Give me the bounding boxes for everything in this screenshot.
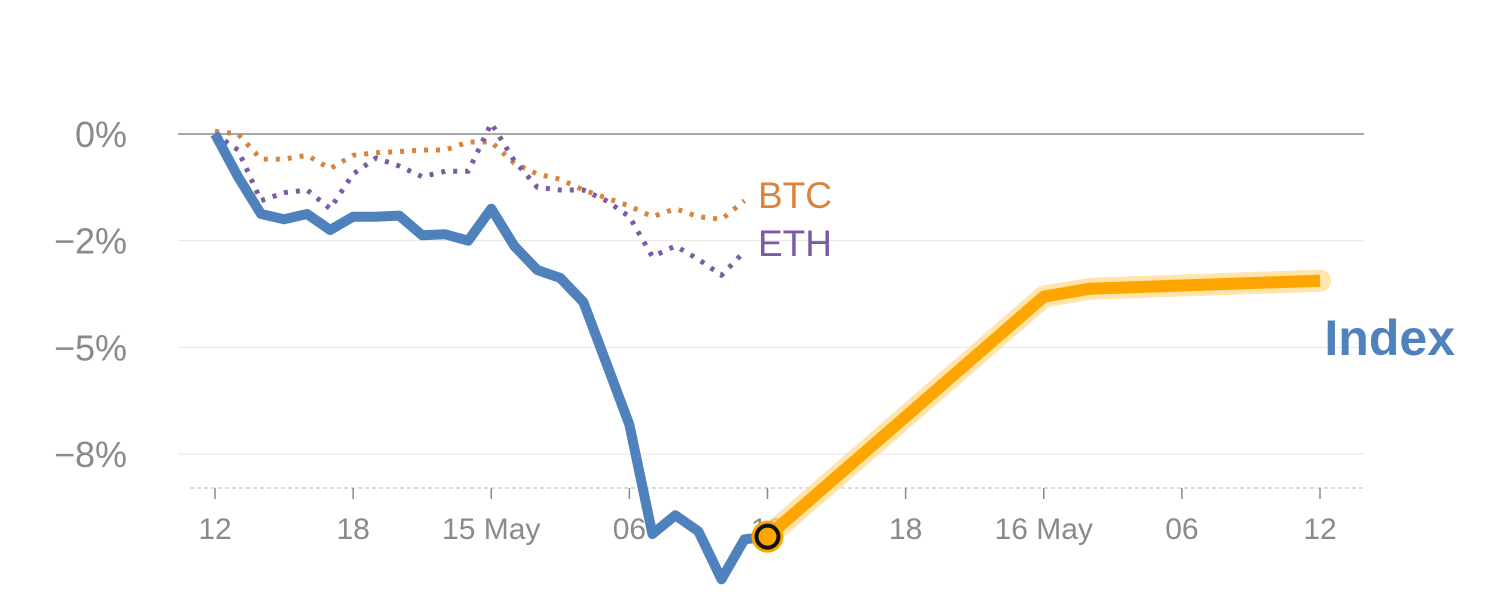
- x-tick-label: 06: [1165, 513, 1198, 546]
- highlight-marker-ring: [754, 523, 781, 550]
- series-index-projection-line: [763, 274, 1321, 542]
- x-tick-label: 16 May: [995, 513, 1093, 546]
- series-label-eth: ETH: [758, 223, 832, 264]
- series-eth-line: [213, 120, 747, 278]
- y-tick-label: −2%: [54, 221, 127, 262]
- x-tick-label: 15 May: [442, 513, 540, 546]
- series-label-btc: BTC: [758, 175, 832, 216]
- series-label-index: Index: [1324, 310, 1455, 366]
- series-btc-line: [214, 128, 747, 222]
- y-tick-label: 0%: [75, 114, 127, 155]
- y-tick-label: −5%: [54, 327, 127, 368]
- y-tick-label: −8%: [54, 434, 127, 475]
- x-tick-label: 18: [336, 513, 369, 546]
- x-tick-label: 06: [613, 513, 646, 546]
- x-tick-label: 12: [198, 513, 231, 546]
- x-tick-label: 18: [889, 513, 922, 546]
- series-index-line: [210, 131, 769, 585]
- x-tick-label: 12: [1303, 513, 1336, 546]
